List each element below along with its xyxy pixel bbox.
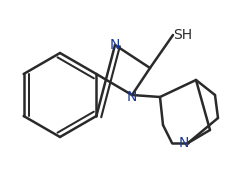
Text: N: N	[110, 38, 120, 52]
Text: N: N	[127, 90, 137, 104]
Text: SH: SH	[173, 28, 193, 42]
Text: N: N	[179, 136, 189, 150]
